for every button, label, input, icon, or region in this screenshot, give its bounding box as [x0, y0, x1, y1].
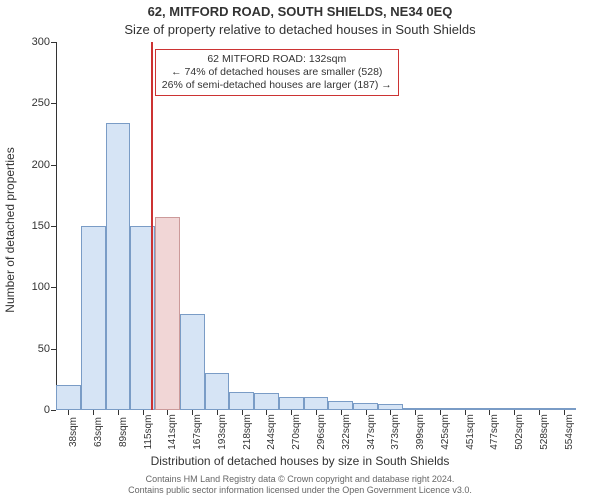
histogram-bar [229, 392, 254, 410]
y-tick-mark [51, 165, 56, 166]
histogram-bar [205, 373, 230, 410]
info-line-3: 26% of semi-detached houses are larger (… [162, 79, 392, 92]
histogram-bar [106, 123, 131, 410]
histogram-bar [155, 217, 180, 410]
x-tick-label: 399sqm [415, 414, 426, 450]
info-line-2: ← 74% of detached houses are smaller (52… [162, 66, 392, 79]
y-tick-mark [51, 349, 56, 350]
histogram-bar [279, 397, 304, 410]
x-tick-label: 63sqm [93, 417, 104, 447]
x-tick-label: 115sqm [143, 415, 154, 450]
y-axis-line [56, 42, 57, 410]
y-axis-label: Number of detached properties [3, 147, 17, 312]
y-tick-label: 300 [32, 36, 50, 48]
y-tick-mark [51, 103, 56, 104]
x-tick-label: 270sqm [291, 414, 302, 450]
x-tick-label: 502sqm [514, 414, 525, 450]
x-tick-label: 322sqm [341, 414, 352, 450]
y-tick-label: 200 [32, 159, 50, 171]
histogram-bar [254, 393, 279, 410]
x-tick-label: 528sqm [539, 414, 550, 450]
y-tick-label: 250 [32, 97, 50, 109]
x-tick-mark [68, 410, 69, 415]
footer-line-1: Contains HM Land Registry data © Crown c… [0, 474, 600, 485]
info-line-1: 62 MITFORD ROAD: 132sqm [162, 53, 392, 66]
footer-attribution: Contains HM Land Registry data © Crown c… [0, 474, 600, 496]
chart-container: 62, MITFORD ROAD, SOUTH SHIELDS, NE34 0E… [0, 0, 600, 500]
x-tick-mark [93, 410, 94, 415]
x-tick-label: 425sqm [440, 414, 451, 450]
histogram-bar [56, 385, 81, 410]
y-tick-label: 150 [32, 220, 50, 232]
property-info-box: 62 MITFORD ROAD: 132sqm← 74% of detached… [155, 49, 399, 96]
y-tick-mark [51, 287, 56, 288]
x-tick-label: 167sqm [192, 414, 203, 450]
histogram-bar [81, 226, 106, 410]
x-tick-label: 244sqm [266, 414, 277, 450]
x-tick-label: 38sqm [68, 417, 79, 447]
y-tick-label: 50 [38, 343, 50, 355]
histogram-bar [304, 397, 329, 410]
plot-area: 05010015020025030038sqm63sqm89sqm115sqm1… [56, 42, 576, 410]
footer-line-2: Contains public sector information licen… [0, 485, 600, 496]
x-tick-label: 141sqm [167, 414, 178, 450]
x-tick-label: 89sqm [118, 417, 129, 447]
x-tick-label: 554sqm [564, 414, 575, 450]
x-tick-label: 451sqm [465, 414, 476, 450]
x-tick-label: 373sqm [390, 414, 401, 450]
y-tick-mark [51, 42, 56, 43]
histogram-bar [328, 401, 353, 410]
x-tick-label: 477sqm [489, 414, 500, 450]
histogram-bar [180, 314, 205, 410]
x-tick-label: 296sqm [316, 414, 327, 450]
y-tick-label: 0 [44, 404, 50, 416]
x-axis-label: Distribution of detached houses by size … [0, 454, 600, 468]
property-marker-line [151, 42, 153, 410]
x-tick-label: 218sqm [242, 414, 253, 450]
x-tick-label: 347sqm [366, 414, 377, 450]
x-tick-mark [118, 410, 119, 415]
y-tick-label: 100 [32, 281, 50, 293]
y-tick-mark [51, 226, 56, 227]
y-tick-mark [51, 410, 56, 411]
x-tick-label: 193sqm [217, 414, 228, 450]
chart-title-sub: Size of property relative to detached ho… [0, 22, 600, 37]
chart-title-main: 62, MITFORD ROAD, SOUTH SHIELDS, NE34 0E… [0, 4, 600, 19]
histogram-bar [353, 403, 378, 410]
